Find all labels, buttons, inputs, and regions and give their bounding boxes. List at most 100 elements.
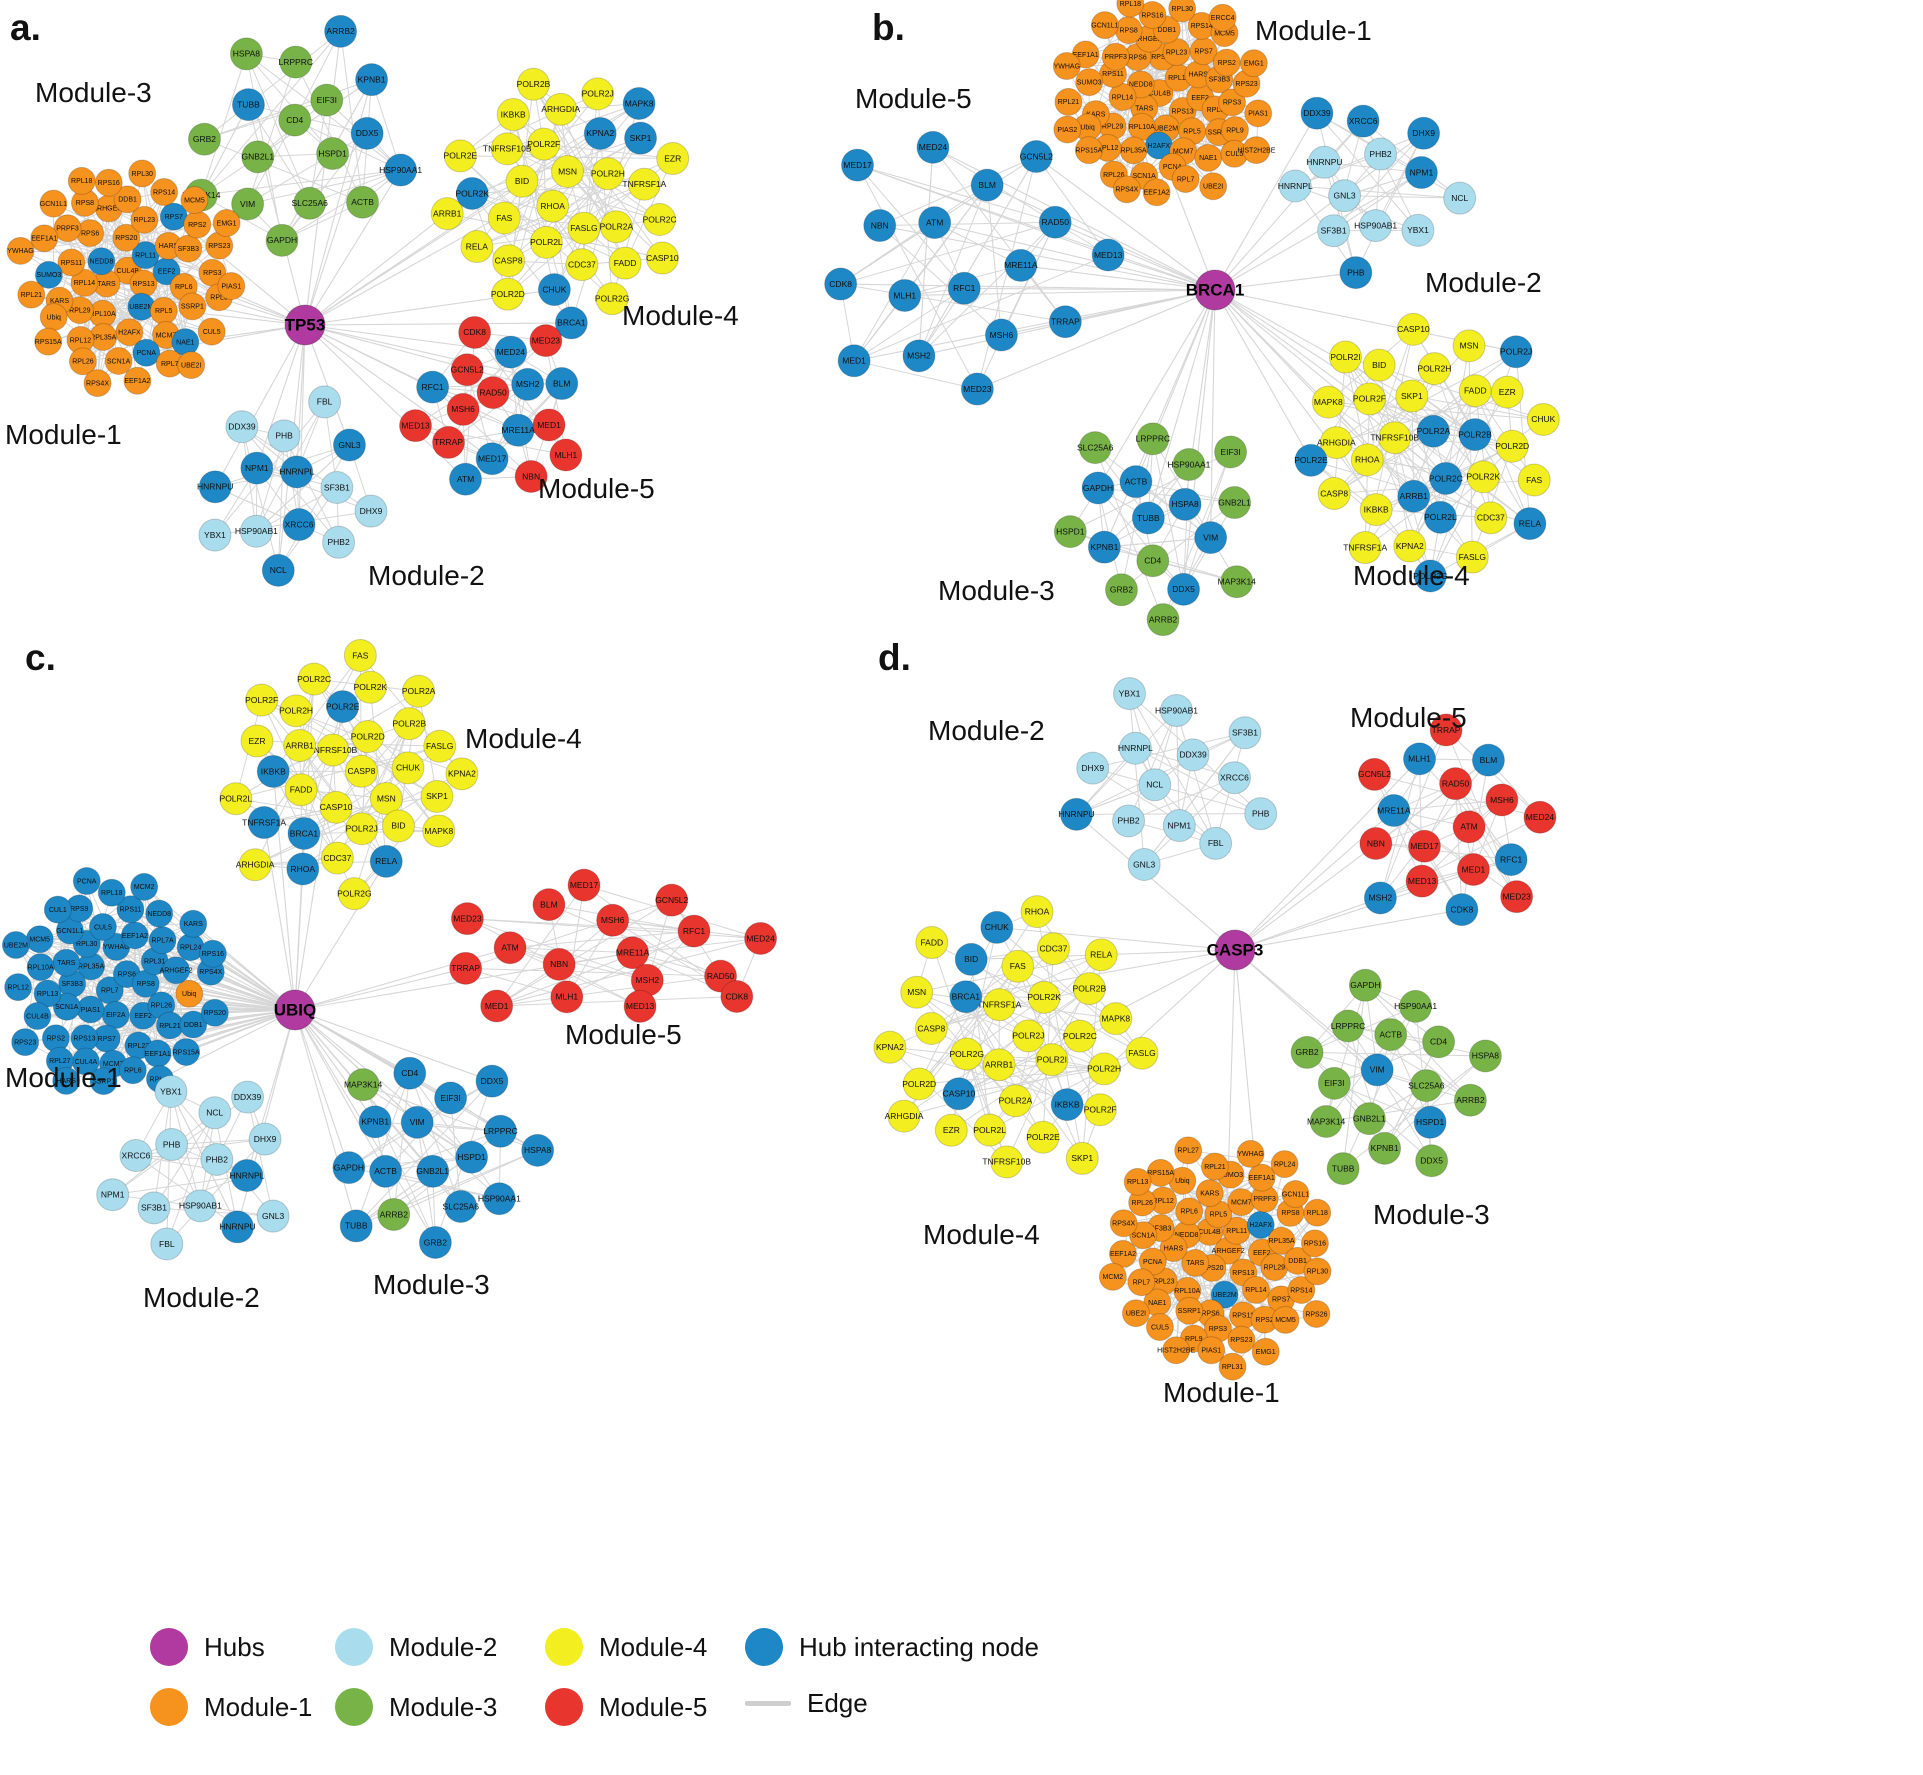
node-circle	[23, 1002, 52, 1031]
node-ATM: ATM	[1452, 810, 1486, 844]
node-label: DHX9	[1081, 763, 1104, 773]
node-PCNA: PCNA	[132, 338, 161, 367]
node-label: TARS	[98, 281, 116, 288]
node-circle	[34, 327, 63, 356]
node-circle	[1416, 414, 1450, 448]
node-label: EEF2	[134, 1013, 152, 1020]
node-FADD: FADD	[915, 926, 949, 960]
node-label: MSN	[558, 166, 577, 176]
node-circle	[1227, 1325, 1256, 1354]
node-label: RPS15A	[35, 339, 62, 346]
node-GAPDH: GAPDH	[265, 223, 299, 257]
node-label: HIST2H2BE	[1157, 1348, 1195, 1355]
node-circle	[443, 139, 477, 173]
node-RPL6: RPL6	[118, 1056, 147, 1085]
node-label: EZR	[664, 153, 681, 163]
node-label: GNB2L1	[241, 152, 274, 162]
node-circle	[1116, 0, 1145, 18]
node-MED17: MED17	[841, 148, 875, 182]
node-circle	[418, 1225, 452, 1259]
node-circle	[354, 494, 388, 528]
node-ERCC4: ERCC4	[1208, 3, 1237, 32]
node-circle	[118, 1056, 147, 1085]
node-label: SKP1	[630, 133, 652, 143]
edge	[1390, 1034, 1431, 1123]
hub-node-BRCA1: BRCA1	[1186, 269, 1244, 311]
node-circle	[1109, 1209, 1138, 1238]
node-RPS14: RPS14	[1187, 11, 1216, 40]
node-label: MED23	[1502, 891, 1531, 901]
node-circle	[231, 1080, 265, 1114]
node-circle	[287, 816, 321, 850]
node-label: CASP8	[1320, 488, 1348, 498]
edge	[1234, 909, 1462, 951]
node-label: RPS2	[47, 1036, 65, 1043]
node-label: RPL30	[76, 941, 98, 948]
node-label: MED23	[963, 384, 992, 394]
node-FASLG: FASLG	[1125, 1036, 1159, 1070]
node-label: TARS	[57, 960, 75, 967]
node-circle	[33, 979, 62, 1008]
node-CASP10: CASP10	[319, 790, 353, 824]
node-label: RPL26	[151, 1003, 173, 1010]
node-label: YWHAG	[7, 248, 33, 255]
node-circle	[1281, 1180, 1310, 1209]
node-circle	[89, 1067, 118, 1096]
node-RAD50: RAD50	[1038, 205, 1072, 239]
node-TNFRSF1A: TNFRSF1A	[977, 988, 1022, 1022]
node-label: POLR2B	[1073, 983, 1107, 993]
node-label: FADD	[1464, 386, 1487, 396]
node-label: RPL30	[1307, 1269, 1329, 1276]
node-circle	[1052, 52, 1081, 81]
node-label: RPL31	[1222, 1364, 1244, 1371]
node-label: DHX9	[254, 1134, 277, 1144]
edge	[1336, 368, 1435, 443]
edge	[1316, 112, 1419, 231]
node-circle	[1352, 1102, 1386, 1136]
edge	[304, 103, 640, 326]
node-label: HSPA8	[1171, 499, 1199, 509]
node-POLR2E: POLR2E	[1294, 443, 1328, 477]
edge	[1097, 289, 1216, 489]
node-circle	[219, 782, 253, 816]
node-circle	[720, 979, 754, 1013]
node-label: RPL26	[72, 359, 94, 366]
node-RPL31: RPL31	[1218, 1352, 1247, 1381]
node-GCN5L2: GCN5L2	[1020, 140, 1053, 174]
node-KARS: KARS	[179, 909, 208, 938]
node-ATM: ATM	[449, 462, 483, 496]
node-POLR2L: POLR2L	[529, 225, 563, 259]
node-circle	[902, 1067, 936, 1101]
node-circle	[175, 979, 204, 1008]
node-circle	[1404, 156, 1438, 190]
node-label: EEF1A1	[1073, 52, 1099, 59]
node-circle	[177, 351, 206, 380]
node-circle	[1214, 435, 1248, 469]
node-label: FADD	[920, 937, 943, 947]
node-label: ARHGDIA	[885, 1111, 924, 1121]
edge	[1295, 185, 1419, 231]
node-RPL29: RPL29	[65, 296, 94, 325]
node-MCM2: MCM2	[1098, 1262, 1127, 1291]
node-label: MSH6	[451, 404, 475, 414]
node-label: CASP8	[347, 766, 375, 776]
node-circle	[1026, 1120, 1060, 1154]
node-MED13: MED13	[623, 989, 657, 1023]
node-circle	[308, 385, 342, 419]
node-circle	[1127, 1268, 1156, 1297]
node-EIF3I: EIF3I	[434, 1081, 468, 1115]
node-CUL1: CUL1	[43, 895, 72, 924]
node-circle	[1112, 804, 1146, 838]
node-label: SF3B3	[1150, 1225, 1172, 1232]
node-label: RPS11	[120, 907, 142, 914]
node-label: NPM1	[1410, 167, 1434, 177]
node-label: RPL12	[70, 337, 92, 344]
node-RPL13: RPL13	[1123, 1167, 1152, 1196]
edge	[965, 949, 1236, 998]
node-RPS4X: RPS4X	[1112, 175, 1141, 204]
node-circle	[284, 773, 318, 807]
node-RPL5: RPL5	[149, 296, 178, 325]
node-RPS7: RPS7	[1189, 37, 1218, 66]
node-label: GCN1L1	[1282, 1191, 1309, 1198]
node-label: MED1	[842, 356, 866, 366]
